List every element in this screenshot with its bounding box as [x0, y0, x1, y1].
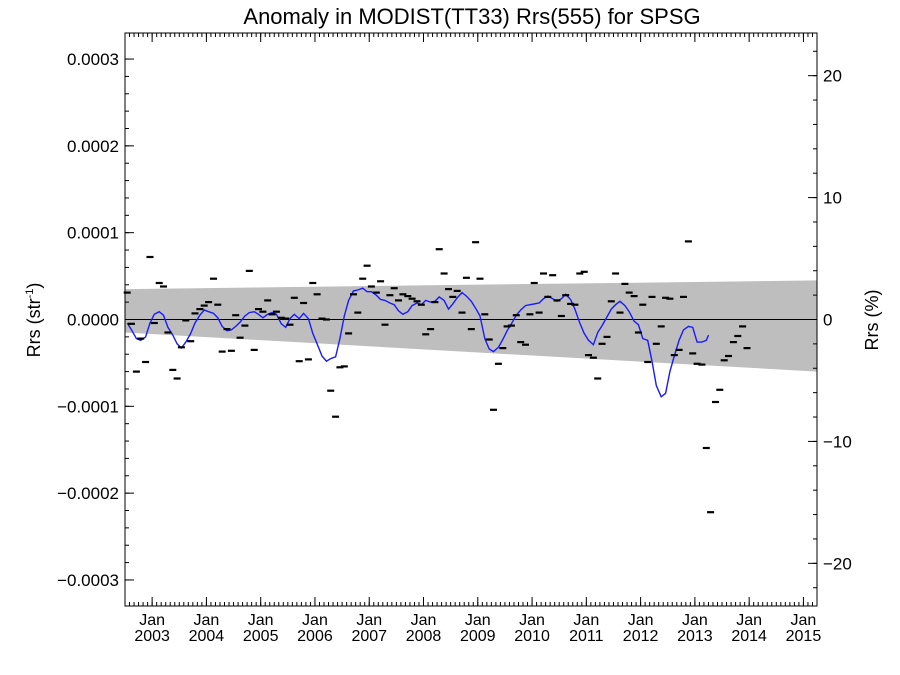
x-tick-year-label: 2007 — [351, 628, 387, 645]
x-axis: Jan2003Jan2004Jan2005Jan2006Jan2007Jan20… — [129, 33, 822, 645]
x-tick-month-label: Jan — [139, 612, 165, 629]
x-tick-year-label: 2015 — [786, 628, 822, 645]
x-tick-year-label: 2004 — [189, 628, 225, 645]
chart-title: Anomaly in MODIST(TT33) Rrs(555) for SPS… — [243, 4, 700, 29]
x-tick-year-label: 2011 — [569, 628, 604, 645]
x-tick-month-label: Jan — [736, 612, 762, 629]
left-y-axis-label-superscript: -1 — [24, 289, 36, 299]
left-y-axis-label-main: Rrs (str — [24, 298, 44, 357]
right-tick-label: 0 — [823, 311, 832, 330]
left-tick-label: 0.0002 — [67, 137, 119, 156]
monthly-anomaly-points — [123, 240, 751, 514]
right-y-axis: 20 10 0 −10 −20 — [808, 50, 852, 589]
x-tick-month-label: Jan — [573, 612, 599, 629]
right-tick-label: 10 — [823, 189, 842, 208]
x-tick-year-label: 2012 — [623, 628, 659, 645]
left-tick-label: 0.0003 — [67, 50, 119, 69]
x-tick-month-label: Jan — [628, 612, 654, 629]
left-tick-label: −0.0003 — [57, 571, 119, 590]
left-tick-label: 0.0001 — [67, 224, 119, 243]
right-tick-label: 20 — [823, 67, 842, 86]
x-tick-year-label: 2014 — [731, 628, 767, 645]
x-tick-year-label: 2003 — [134, 628, 170, 645]
left-tick-label: −0.0002 — [57, 484, 119, 503]
x-tick-month-label: Jan — [519, 612, 545, 629]
x-tick-month-label: Jan — [194, 612, 220, 629]
left-tick-label: 0.0000 — [67, 311, 119, 330]
x-tick-year-label: 2005 — [243, 628, 279, 645]
x-tick-month-label: Jan — [248, 612, 274, 629]
right-tick-label: −20 — [823, 554, 852, 573]
right-y-axis-label: Rrs (%) — [862, 290, 882, 351]
x-tick-month-label: Jan — [791, 612, 817, 629]
x-tick-year-label: 2008 — [406, 628, 442, 645]
x-tick-month-label: Jan — [356, 612, 382, 629]
x-tick-month-label: Jan — [302, 612, 328, 629]
left-tick-label: −0.0001 — [57, 397, 119, 416]
x-tick-year-label: 2010 — [514, 628, 550, 645]
x-tick-month-label: Jan — [465, 612, 491, 629]
x-tick-year-label: 2013 — [677, 628, 713, 645]
left-y-axis-label-close: ) — [24, 283, 44, 289]
left-y-axis: 0.0003 0.0002 0.0001 0.0000 −0.0001 −0.0002 −0… — [57, 50, 134, 590]
left-y-axis-label: Rrs (str-1) — [24, 283, 44, 358]
x-tick-year-label: 2006 — [297, 628, 333, 645]
x-tick-month-label: Jan — [411, 612, 437, 629]
right-tick-label: −10 — [823, 432, 852, 451]
x-tick-year-label: 2009 — [460, 628, 496, 645]
band-polygon — [125, 280, 817, 372]
uncertainty-band — [125, 280, 817, 372]
x-tick-month-label: Jan — [682, 612, 708, 629]
